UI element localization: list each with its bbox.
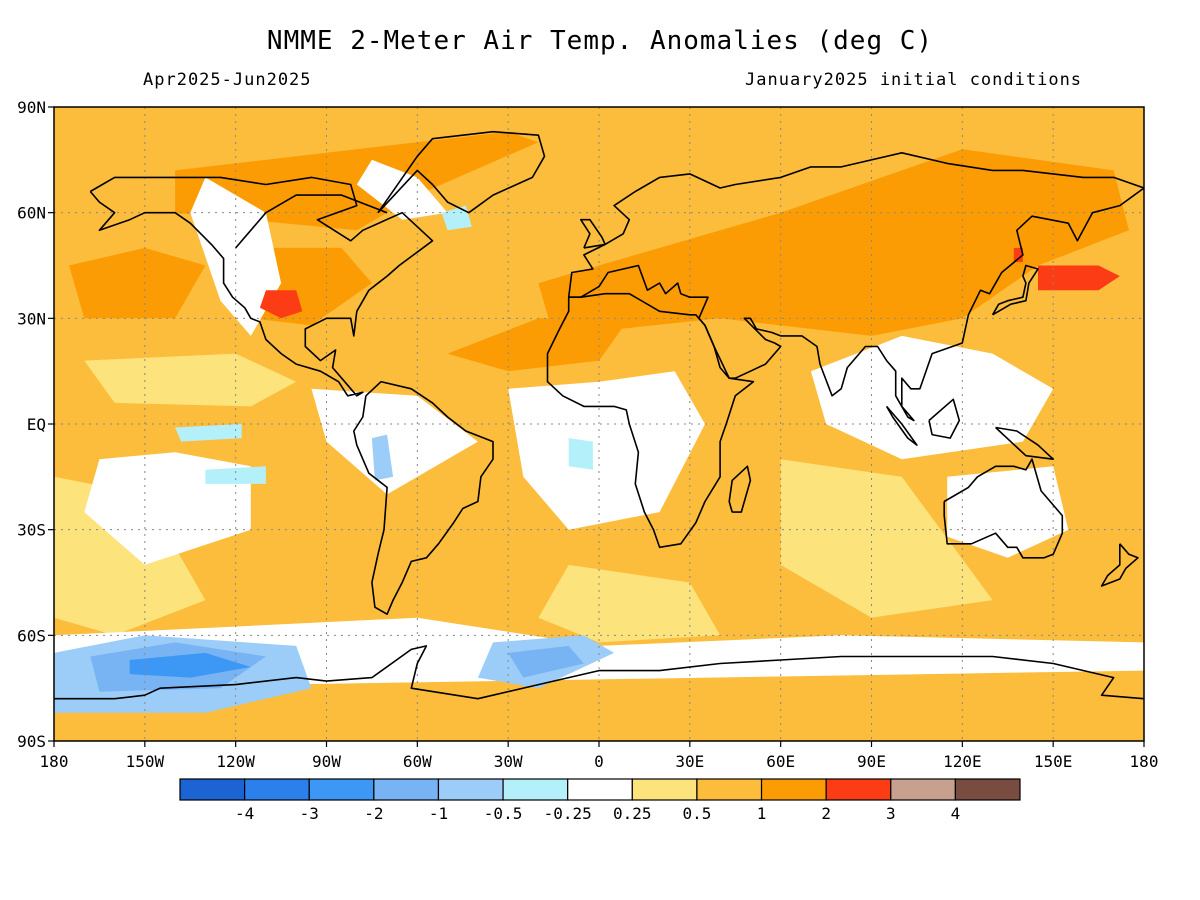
legend-swatch	[373, 778, 440, 801]
forecast-period: Apr2025-Jun2025	[143, 70, 312, 90]
coastline	[728, 465, 752, 513]
coastline	[54, 645, 1144, 700]
coastline	[991, 264, 1039, 316]
legend-swatch	[954, 778, 1021, 801]
lon-tick-label: 90W	[312, 752, 341, 771]
coastline	[579, 218, 606, 249]
lat-tick-label: 90N	[17, 98, 46, 117]
coastline	[546, 292, 755, 549]
legend-swatch	[179, 778, 246, 801]
anomaly-region	[175, 131, 539, 231]
legend-label: -0.5	[484, 804, 523, 823]
legend-swatch	[244, 778, 310, 801]
anomaly-region	[780, 459, 993, 618]
legend-label: -0.25	[544, 804, 592, 823]
lon-tick-label: 30E	[675, 752, 704, 771]
anomaly-region	[947, 466, 1069, 558]
anomaly-region	[508, 371, 705, 530]
anomaly-region	[508, 645, 584, 678]
legend-swatch	[631, 778, 698, 801]
lat-tick-label: 90S	[17, 732, 46, 751]
lon-tick-label: 0	[594, 752, 604, 771]
initial-conditions: January2025 initial conditions	[745, 70, 1083, 90]
anomaly-region	[311, 388, 478, 495]
legend-label: -2	[364, 804, 383, 823]
anomaly-region	[129, 652, 251, 678]
legend-swatch	[567, 778, 633, 801]
lat-tick-label: 60N	[17, 204, 46, 223]
coastline	[235, 194, 388, 249]
legend-swatch	[760, 778, 827, 801]
anomaly-region	[568, 438, 593, 470]
anomaly-regions	[54, 131, 1144, 713]
latitude-labels: 90N 60N 30N EQ 30S 60S 90S	[17, 98, 54, 751]
anomaly-region	[175, 424, 242, 442]
lat-tick-label: 30N	[17, 309, 46, 328]
anomaly-region	[190, 177, 282, 336]
legend-swatch	[825, 778, 892, 801]
legend-label: 2	[821, 804, 831, 823]
legend-label: -4	[235, 804, 254, 823]
anomaly-region	[205, 466, 266, 484]
legend-label: -3	[300, 804, 319, 823]
legend-label: 1	[757, 804, 767, 823]
anomaly-region	[1013, 247, 1023, 262]
anomaly-region	[371, 434, 394, 481]
lat-tick-label: 60S	[17, 626, 46, 645]
lat-tick-label: 30S	[17, 521, 46, 540]
lat-tick-label: EQ	[27, 415, 46, 434]
lon-tick-label: 120E	[943, 752, 982, 771]
lon-tick-label: 60W	[403, 752, 432, 771]
lon-tick-label: 150E	[1034, 752, 1073, 771]
lon-tick-label: 90E	[857, 752, 886, 771]
coastline	[352, 380, 494, 616]
legend-label: 0.5	[682, 804, 711, 823]
grid-lines	[54, 107, 1144, 741]
anomaly-region	[1038, 265, 1120, 291]
anomaly-region	[69, 247, 206, 319]
coastline	[943, 458, 1064, 559]
lon-tick-label: 60E	[766, 752, 795, 771]
coastline	[1100, 543, 1139, 587]
legend-swatch	[308, 778, 375, 801]
anomaly-region	[259, 290, 303, 319]
anomaly-region	[538, 564, 721, 643]
legend-swatch	[437, 778, 504, 801]
legend-label: 4	[951, 804, 961, 823]
coastlines	[54, 130, 1144, 700]
coastline	[377, 130, 546, 214]
legend-label: 0.25	[613, 804, 652, 823]
coastline	[885, 405, 918, 446]
legend-swatch	[502, 778, 569, 801]
coastline	[995, 426, 1054, 461]
anomaly-region	[356, 159, 448, 220]
anomaly-region	[538, 149, 1129, 336]
legend-swatch	[696, 778, 763, 801]
anomaly-region	[447, 318, 630, 372]
longitude-labels: 180 150W 120W 90W 60W 30W 0 30E 60E 90E 120E 150E 18…	[40, 741, 1159, 771]
legend-label: 3	[886, 804, 896, 823]
lon-tick-label: 180	[1130, 752, 1159, 771]
legend-swatch	[890, 778, 956, 801]
lon-tick-label: 150W	[126, 752, 165, 771]
anomaly-region	[84, 353, 297, 407]
color-legend: -4 -3 -2 -1 -0.5 -0.25 0.25 0.5 1 2 3 4	[179, 778, 1021, 823]
coastline	[89, 176, 434, 397]
coastline	[928, 398, 961, 439]
lon-tick-label: 180	[40, 752, 69, 771]
lon-tick-label: 30W	[494, 752, 523, 771]
lon-tick-label: 120W	[216, 752, 255, 771]
anomaly-region	[441, 205, 472, 231]
coastline	[567, 152, 1144, 422]
map-title: NMME 2-Meter Air Temp. Anomalies (deg C)	[266, 26, 934, 56]
legend-label: -1	[429, 804, 448, 823]
